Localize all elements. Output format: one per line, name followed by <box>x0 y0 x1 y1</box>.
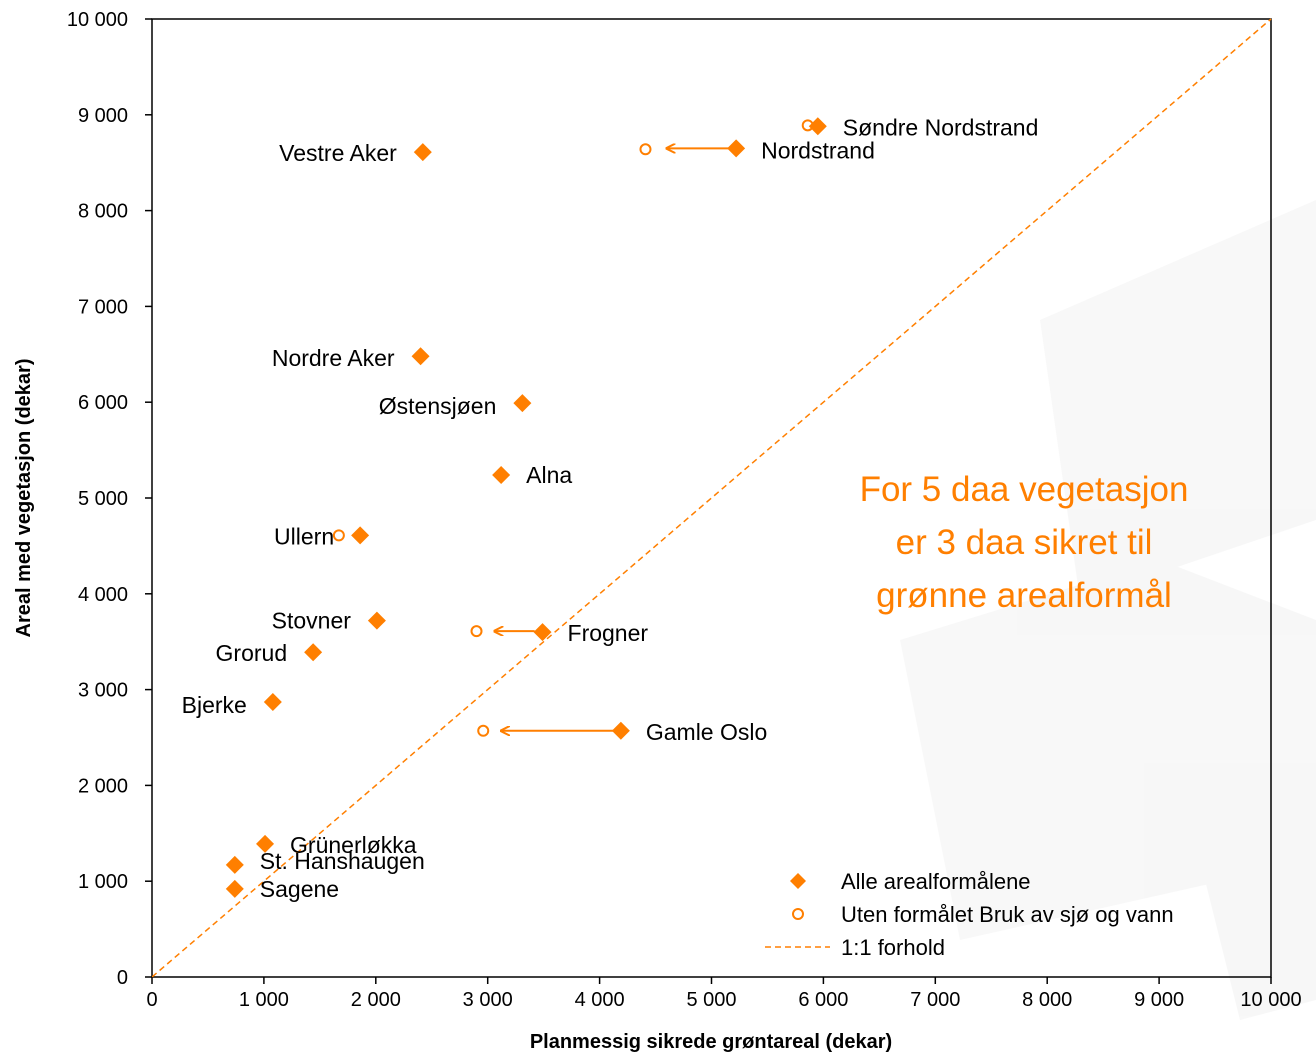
point-label: Stovner <box>272 608 352 634</box>
ratio-line <box>151 18 1272 978</box>
y-tick-label: 1 000 <box>78 871 128 893</box>
diamond-point <box>225 855 244 874</box>
annotation-line: er 3 daa sikret til <box>896 523 1153 562</box>
diamond-point <box>492 466 511 485</box>
diamond-point <box>225 879 244 898</box>
diamond-point <box>411 347 430 366</box>
diamond-point <box>304 643 323 662</box>
y-tick-label: 9 000 <box>78 105 128 127</box>
legend-label: Uten formålet Bruk av sjø og vann <box>841 902 1174 927</box>
point-label: Nordstrand <box>761 137 875 163</box>
point-label: Grünerløkka <box>290 832 417 858</box>
legend-circle-marker <box>792 908 804 920</box>
y-axis-title: Areal med vegetasjon (dekar) <box>13 359 35 638</box>
y-tick-label: 3 000 <box>78 680 128 702</box>
y-tick-label: 2 000 <box>78 775 128 797</box>
point-label: Frogner <box>568 620 649 646</box>
x-tick-label: 6 000 <box>798 989 848 1011</box>
point-label: Nordre Aker <box>272 345 395 371</box>
open-circle-point <box>470 625 483 638</box>
x-tick-label: 10 000 <box>1240 989 1301 1011</box>
point-label: Alna <box>526 462 572 488</box>
diamond-point <box>533 623 552 642</box>
x-tick-label: 4 000 <box>575 989 625 1011</box>
diamond-point <box>351 526 370 545</box>
y-tick-label: 5 000 <box>78 488 128 510</box>
x-tick-label: 8 000 <box>1022 989 1072 1011</box>
x-tick-label: 1 000 <box>239 989 289 1011</box>
x-tick-label: 5 000 <box>686 989 736 1011</box>
legend-diamond-marker <box>790 873 806 889</box>
point-label: Grorud <box>216 640 288 666</box>
x-tick-label: 9 000 <box>1134 989 1184 1011</box>
point-label: St. Hanshaugen <box>260 848 425 874</box>
y-tick-label: 0 <box>117 967 128 989</box>
point-label: Søndre Nordstrand <box>843 114 1039 140</box>
point-label: Østensjøen <box>379 393 497 419</box>
y-tick-label: 4 000 <box>78 584 128 606</box>
background-watermark <box>900 200 1316 1020</box>
diamond-point <box>808 117 827 136</box>
diamond-point <box>367 611 386 630</box>
diamond-point <box>263 693 282 712</box>
y-axis: 0 1 000 2 000 3 000 4 000 5 000 6 000 7 000 8 00… <box>67 9 152 989</box>
y-tick-label: 7 000 <box>78 296 128 318</box>
annotation-line: For 5 daa vegetasjon <box>860 470 1189 509</box>
point-label: Gamle Oslo <box>646 719 767 745</box>
legend-label: Alle arealformålene <box>841 869 1031 894</box>
open-circle-point <box>639 143 652 156</box>
x-axis-title: Planmessig sikrede grøntareal (dekar) <box>530 1031 892 1053</box>
open-circle-point <box>477 724 490 737</box>
legend-label: 1:1 forhold <box>841 935 945 960</box>
chart-annotation: For 5 daa vegetasjon er 3 daa sikret til g… <box>860 470 1189 615</box>
x-tick-label: 3 000 <box>463 989 513 1011</box>
point-label: Sagene <box>260 876 339 902</box>
point-label: Bjerke <box>182 692 247 718</box>
diamond-point <box>413 143 432 162</box>
y-tick-label: 8 000 <box>78 201 128 223</box>
y-tick-label: 10 000 <box>67 9 128 31</box>
legend: Alle arealformålene Uten formålet Bruk av… <box>765 869 1174 960</box>
diamond-point <box>611 721 630 740</box>
point-label: Vestre Aker <box>279 140 397 166</box>
x-axis: 0 1 000 2 000 3 000 4 000 5 000 6 000 7 000 8 00… <box>146 977 1302 1011</box>
diamond-point <box>513 394 532 413</box>
x-tick-label: 0 <box>146 989 157 1011</box>
x-tick-label: 7 000 <box>910 989 960 1011</box>
annotation-line: grønne arealformål <box>876 576 1172 615</box>
y-tick-label: 6 000 <box>78 392 128 414</box>
diamond-point <box>256 834 275 853</box>
open-circle-point <box>332 529 345 542</box>
x-tick-label: 2 000 <box>351 989 401 1011</box>
diamond-point <box>727 139 746 158</box>
point-label: Ullern <box>274 523 334 549</box>
